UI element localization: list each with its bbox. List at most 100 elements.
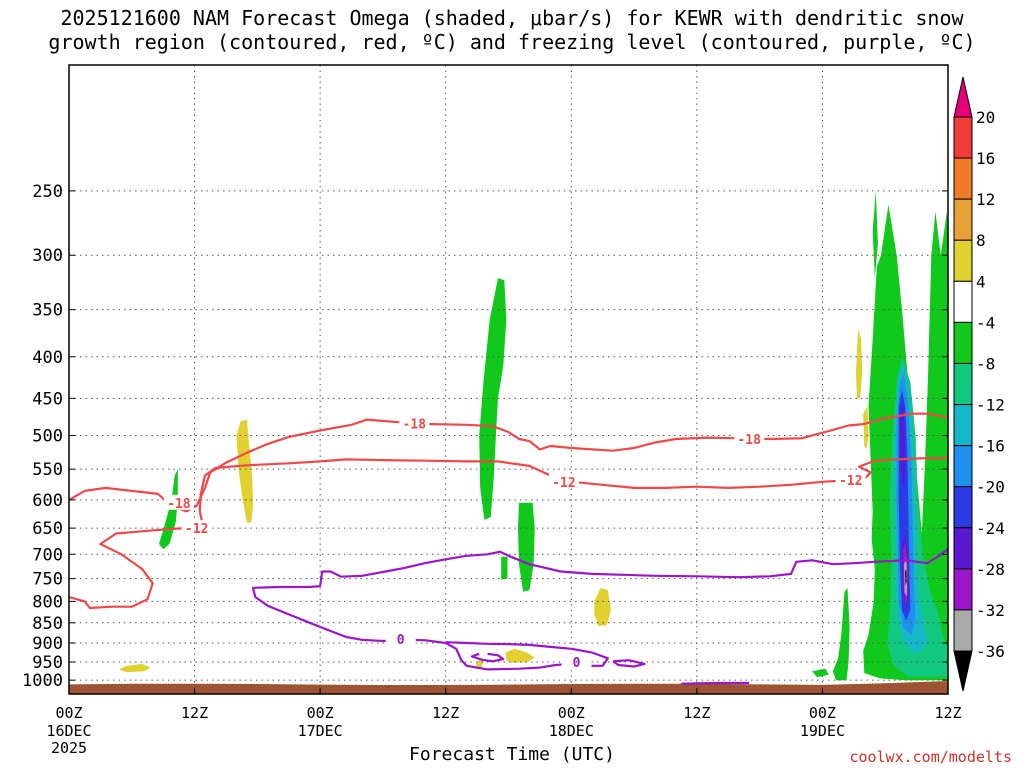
title-line-2: growth region (contoured, red, ºC) and f… — [48, 30, 976, 54]
contour-6 — [681, 681, 750, 685]
grid-lines — [69, 65, 948, 694]
contour-label-1-1: -12 — [552, 476, 575, 491]
colorbar-band-12 — [953, 609, 973, 652]
contour-label-bg-1-0 — [181, 520, 212, 536]
omega-region-24 — [905, 569, 907, 586]
colorbar-band-9 — [953, 486, 973, 529]
colorbar-band-6 — [953, 362, 973, 406]
y-tick-label-300: 300 — [32, 246, 63, 266]
y-tick-label-1000: 1000 — [22, 671, 63, 691]
contour-label-1-2: -12 — [839, 474, 862, 489]
omega-region-13 — [832, 587, 850, 681]
contour-label-3-1: 0 — [573, 656, 581, 671]
x-tick-date-48: 18DEC — [549, 722, 594, 740]
contour-3 — [252, 588, 610, 671]
x-tick-label-36: 12Z — [432, 704, 459, 722]
omega-region-1 — [236, 419, 254, 523]
y-tick-label-700: 700 — [32, 545, 63, 565]
colorbar-label-9: -20 — [976, 478, 1005, 497]
contour-label-0-1: -18 — [737, 433, 761, 448]
y-tick-label-950: 950 — [32, 653, 63, 673]
contour-2 — [252, 548, 949, 589]
x-tick-date-0: 16DEC — [46, 722, 91, 740]
y-tick-label-400: 400 — [32, 348, 63, 368]
colorbar-band-10 — [953, 527, 973, 570]
colorbar-label-6: -8 — [976, 354, 995, 373]
y-tick-label-250: 250 — [32, 182, 63, 202]
colorbar-band-0 — [953, 116, 973, 159]
contour-4 — [470, 652, 505, 663]
colorbar-band-11 — [953, 568, 973, 611]
contour-label-bg-0-0 — [399, 415, 430, 431]
y-tick-label-550: 550 — [32, 460, 63, 480]
y-tick-label-650: 650 — [32, 519, 63, 539]
colorbar-bottom-arrow — [953, 650, 973, 692]
contour-5 — [612, 659, 646, 668]
colorbar-label-5: -4 — [976, 313, 995, 332]
colorbar-band-1 — [953, 157, 973, 200]
colorbar-top-arrow — [953, 76, 973, 118]
omega-region-10 — [863, 406, 869, 450]
omega-region-14 — [812, 668, 829, 678]
y-tick-label-850: 850 — [32, 614, 63, 634]
x-tick-label-60: 12Z — [683, 704, 710, 722]
contour-label-0-0: -18 — [403, 417, 427, 432]
colorbar-label-13: -36 — [976, 642, 1005, 661]
x-tick-label-84: 12Z — [934, 704, 961, 722]
colorbar-band-7 — [953, 404, 973, 447]
omega-region-4 — [517, 502, 535, 592]
colorbar: 20 16 12 8 4 -4 -8 -12 -16 -20 -24 -28 -32 -36 — [953, 76, 1005, 692]
colorbar-label-0: 20 — [976, 108, 995, 127]
ground-fill — [69, 681, 948, 694]
contour-label-bg-0-2 — [163, 494, 194, 510]
omega-region-7 — [505, 648, 535, 663]
omega-region-6 — [594, 587, 611, 627]
contour-lines: -18 -18 -18 -12 -12 -12 0 0 — [68, 412, 949, 685]
y-tick-label-350: 350 — [32, 301, 63, 321]
omega-region-3 — [479, 278, 507, 520]
omega-region-15 — [872, 190, 878, 278]
contour-label-bg-0-1 — [734, 431, 765, 447]
colorbar-label-3: 8 — [976, 231, 986, 250]
x-tick-label-12: 12Z — [181, 704, 208, 722]
x-tick-date-24: 17DEC — [298, 722, 343, 740]
contour-label-bg-1-2 — [835, 471, 866, 487]
y-tick-label-800: 800 — [32, 592, 63, 612]
contour-label-0-2: -18 — [167, 497, 191, 512]
y-tick-label-450: 450 — [32, 389, 63, 409]
colorbar-label-11: -28 — [976, 560, 1005, 579]
contour-label-bg-3-1 — [561, 654, 592, 670]
contour-1 — [68, 457, 948, 610]
contour-label-1-0: -12 — [185, 522, 208, 537]
contour-label-bg-3-0 — [385, 631, 416, 647]
omega-region-9 — [855, 329, 863, 399]
colorbar-label-8: -16 — [976, 437, 1005, 456]
colorbar-band-5 — [953, 321, 973, 364]
colorbar-band-8 — [953, 445, 973, 488]
x-tick-label-72: 00Z — [809, 704, 836, 722]
colorbar-band-2 — [953, 198, 973, 241]
title-line-1: 2025121600 NAM Forecast Omega (shaded, μ… — [60, 6, 964, 30]
omega-region-5 — [501, 556, 508, 580]
contour-label-bg-1-1 — [548, 473, 579, 489]
colorbar-label-10: -24 — [976, 519, 1005, 538]
y-tick-label-900: 900 — [32, 634, 63, 654]
chart-title: 2025121600 NAM Forecast Omega (shaded, μ… — [0, 6, 1024, 54]
y-tick-label-500: 500 — [32, 427, 63, 447]
x-tick-label-24: 00Z — [307, 704, 334, 722]
omega-region-2 — [119, 663, 151, 673]
x-tick-date-72: 19DEC — [800, 722, 845, 740]
colorbar-label-1: 16 — [976, 149, 995, 168]
colorbar-band-3 — [953, 239, 973, 282]
x-axis-label: Forecast Time (UTC) — [409, 744, 615, 765]
x-tick-label-0: 00Z — [55, 704, 82, 722]
plot-frame — [68, 64, 949, 695]
contour-0 — [68, 412, 949, 513]
contour-label-3-0: 0 — [397, 633, 405, 648]
colorbar-label-2: 12 — [976, 190, 995, 209]
colorbar-label-7: -12 — [976, 396, 1005, 415]
x-tick-label-48: 00Z — [558, 704, 585, 722]
omega-region-20 — [899, 402, 906, 488]
colorbar-label-4: 4 — [976, 272, 986, 291]
